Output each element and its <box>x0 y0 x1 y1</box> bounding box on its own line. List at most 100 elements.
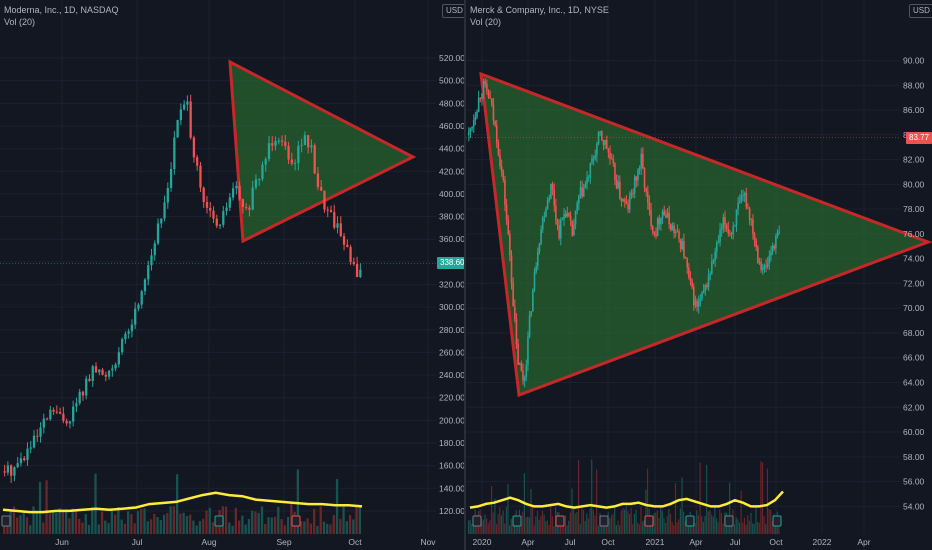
candle-body <box>706 285 708 288</box>
volume-bar <box>179 513 182 534</box>
volume-bar <box>159 520 162 534</box>
volume-bar <box>185 515 189 534</box>
candle-body <box>610 158 613 160</box>
volume-bar <box>765 524 767 534</box>
volume-bar <box>761 462 764 534</box>
volume-bar <box>143 508 146 534</box>
candle-body <box>134 308 137 325</box>
candle-body <box>569 216 572 221</box>
volume-bar <box>645 489 647 534</box>
candle-body <box>352 261 355 265</box>
candle-body <box>218 224 222 226</box>
volume-bar <box>770 510 772 534</box>
candle-body <box>78 391 81 404</box>
volume-bar <box>546 520 548 534</box>
candle-body <box>248 207 251 210</box>
moderna-chart[interactable]: 120.00 140.00 160.00 180.00 200.00 220.00 240.… <box>0 0 464 550</box>
volume-bar <box>153 513 156 534</box>
currency-label[interactable]: USD <box>909 4 932 18</box>
volume-bar <box>712 516 714 534</box>
candle-body <box>584 184 587 188</box>
merck-chart-panel[interactable]: 54.00 56.00 58.00 60.00 62.00 64.00 66.00 68.00… <box>466 0 932 550</box>
volume-bar <box>729 482 731 534</box>
volume-bar <box>146 521 149 534</box>
volume-bar <box>701 516 703 534</box>
candle-body <box>468 131 470 135</box>
candle-body <box>505 204 508 221</box>
volume-bar <box>133 523 136 534</box>
panel-divider[interactable] <box>464 0 466 550</box>
volume-bar <box>740 490 742 534</box>
volume-bar <box>530 488 532 534</box>
candle-body <box>212 210 215 219</box>
volume-bar <box>113 514 117 534</box>
candle-body <box>765 265 767 267</box>
volume-bar <box>686 525 688 534</box>
volume-bar <box>650 522 652 534</box>
candle-body <box>293 162 297 164</box>
candle-body <box>665 215 667 218</box>
candle-body <box>582 187 585 197</box>
volume-bar <box>669 513 672 534</box>
merck-chart[interactable]: 54.00 56.00 58.00 60.00 62.00 64.00 66.00 68.00… <box>466 0 932 550</box>
candle-body <box>730 233 733 235</box>
candle-body <box>768 255 771 264</box>
volume-bar <box>581 508 583 534</box>
candle-body <box>551 183 554 190</box>
x-tick-label: 2021 <box>646 537 665 547</box>
x-tick-label: Jul <box>565 537 576 547</box>
y-tick-label: 54.00 <box>903 501 925 511</box>
candle-body <box>540 229 542 244</box>
candle-body <box>568 212 570 217</box>
volume-bar <box>345 521 348 534</box>
volume-bar <box>545 520 547 534</box>
moderna-chart-panel[interactable]: 120.00 140.00 160.00 180.00 200.00 220.00 240.… <box>0 0 464 550</box>
candle-body <box>666 212 669 218</box>
candle-body <box>594 155 597 159</box>
y-tick-label: 420.00 <box>439 166 464 176</box>
volume-bar <box>202 518 205 534</box>
candle-body <box>153 243 156 256</box>
candle-body <box>251 187 254 210</box>
volume-bar <box>707 511 709 534</box>
candle-body <box>742 194 744 196</box>
candle-body <box>479 97 482 99</box>
candle-body <box>215 218 218 226</box>
volume-bar <box>87 524 91 534</box>
candle-body <box>130 324 134 332</box>
volume-bar <box>339 518 342 534</box>
volume-bar <box>587 518 590 534</box>
volume-bar <box>224 506 228 534</box>
candle-body <box>592 158 595 160</box>
candle-body <box>209 207 212 211</box>
volume-bar <box>656 510 658 534</box>
chart-title: Merck & Company, Inc., 1D, NYSE <box>470 5 609 15</box>
volume-bar <box>582 509 585 534</box>
candle-body <box>267 143 271 160</box>
candle-body <box>766 263 769 267</box>
candle-body <box>745 193 748 208</box>
y-tick-label: 80.00 <box>903 179 925 189</box>
y-tick-label: 86.00 <box>903 105 925 115</box>
candle-body <box>3 471 6 473</box>
candle-body <box>668 212 670 224</box>
candle-body <box>117 352 121 365</box>
candle-body <box>573 224 575 236</box>
volume-bar <box>211 522 215 534</box>
volume-bar <box>277 506 280 534</box>
volume-bar <box>309 523 313 534</box>
volume-bar <box>543 514 545 534</box>
candle-body <box>104 374 107 377</box>
volume-bar <box>231 525 234 534</box>
volume-bar <box>319 506 322 534</box>
candle-body <box>650 209 652 227</box>
volume-bars <box>3 469 362 534</box>
candle-body <box>638 167 641 170</box>
earnings-marker <box>512 515 522 527</box>
candle-body <box>541 217 544 230</box>
candle-body <box>235 185 238 189</box>
volume-bar <box>500 515 502 534</box>
currency-label[interactable]: USD <box>442 4 464 18</box>
candle-body <box>717 242 720 244</box>
candle-body <box>316 173 320 188</box>
